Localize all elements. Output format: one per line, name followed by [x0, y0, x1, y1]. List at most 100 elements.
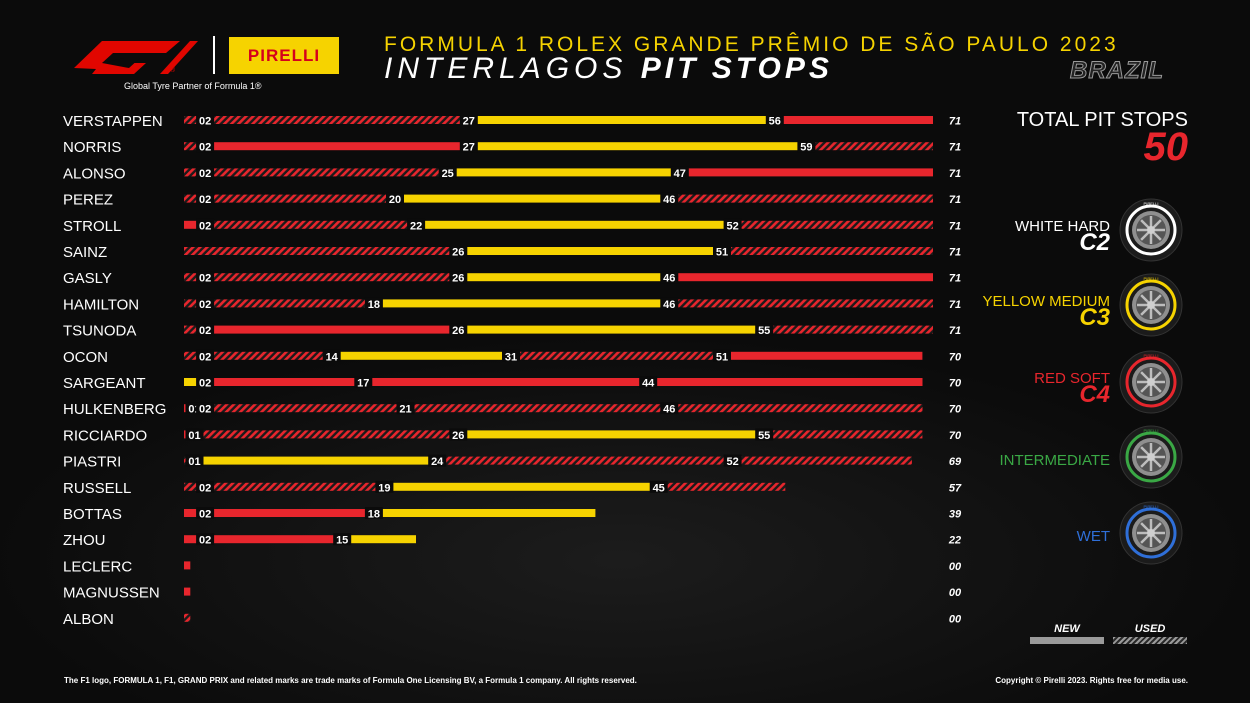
tyre-icon: PIRELLI [1119, 273, 1183, 337]
pit-lap-label-bg [185, 454, 204, 467]
total-laps-label: 71 [949, 299, 961, 311]
pit-lap-label-bg [639, 376, 658, 388]
stint-bar [722, 247, 933, 255]
pit-lap-label-bg [196, 533, 215, 546]
driver-row: LECLERC 00 [63, 558, 962, 575]
stint-bar [184, 142, 206, 151]
total-laps-label: 71 [949, 168, 961, 180]
stint-bar [342, 535, 416, 544]
stint-bar [184, 351, 206, 360]
partner-text: Global Tyre Partner of Formula 1® [124, 81, 262, 91]
pit-lap-label-bg [354, 376, 373, 388]
stint-bar [205, 273, 459, 282]
driver-name: NORRIS [63, 139, 121, 156]
pit-lap-label: 59 [800, 142, 812, 154]
driver-row: ZHOU 02 15 22 [63, 532, 961, 549]
stint-bar [184, 116, 206, 124]
pit-lap-label-bg [196, 402, 215, 415]
pit-lap-label-bg [196, 376, 215, 388]
pit-lap-label: 27 [463, 116, 475, 128]
compound-label: WHITE HARD [1015, 218, 1110, 235]
pit-lap-label: 47 [674, 168, 686, 180]
stint-bar [194, 456, 438, 465]
total-laps-label: 00 [949, 613, 962, 625]
pit-lap-label: 52 [726, 456, 738, 468]
pit-lap-label-bg [396, 402, 415, 415]
stint-bar [458, 430, 765, 439]
compound-label: YELLOW MEDIUM [982, 293, 1110, 310]
driver-row: RICCIARDO 01 26 55 70 [63, 427, 962, 444]
page-title: FORMULA 1 ROLEX GRANDE PRÊMIO DE SÃO PAU… [384, 33, 1119, 56]
stint-bar [184, 613, 191, 622]
tyre-icon: PIRELLI [1119, 350, 1183, 414]
driver-name: OCON [63, 349, 108, 366]
compound-code: C3 [1079, 304, 1110, 331]
stint-bar [184, 273, 206, 282]
pit-lap-label-bg [765, 114, 784, 126]
pit-lap-label: 02 [199, 404, 211, 416]
driver-name: ZHOU [63, 532, 106, 549]
pit-lap-label: 52 [726, 220, 738, 232]
total-pit-stops-value: 50 [1143, 125, 1189, 169]
pit-lap-label-bg [660, 271, 679, 284]
driver-row: SAINZ 26 51 71 [63, 244, 961, 261]
stint-bar [669, 194, 933, 203]
subtitle-bold: PIT STOPS [640, 52, 833, 85]
stint-bar [205, 220, 417, 229]
stint-bar [384, 482, 659, 491]
driver-row: VERSTAPPEN 02 27 56 71 [63, 113, 961, 130]
pit-lap-label: 18 [368, 299, 380, 311]
stint-bar [184, 194, 206, 203]
pit-lap-label-bg [723, 218, 742, 231]
total-laps-label: 71 [949, 142, 961, 154]
driver-name: ALONSO [63, 165, 126, 182]
stint-bar [184, 299, 206, 308]
tyre-icon: PIRELLI [1119, 501, 1183, 565]
pit-lap-label: 46 [663, 194, 675, 206]
pit-lap-label: 02 [199, 509, 211, 521]
stint-bar [732, 220, 933, 229]
pit-lap-label-bg [660, 192, 679, 205]
driver-name: LECLERC [63, 558, 132, 575]
pit-lap-label: 44 [642, 378, 655, 390]
driver-name: PEREZ [63, 192, 113, 209]
driver-row: ALONSO 02 25 47 71 [63, 165, 961, 182]
legend-new-swatch [1030, 637, 1104, 644]
stint-bar [458, 247, 722, 255]
pit-lap-label-bg [196, 192, 215, 205]
stint-bar [205, 378, 364, 386]
total-laps-label: 70 [949, 351, 962, 363]
stint-bar [468, 142, 807, 151]
total-laps-label: 22 [948, 535, 961, 547]
stint-bar [205, 509, 374, 517]
stint-bar [331, 351, 511, 360]
pit-lap-label-bg [459, 114, 478, 126]
stint-bar [194, 430, 459, 439]
pit-lap-label-bg [386, 192, 404, 205]
pit-lap-label: 01 [188, 430, 200, 442]
legend-new-label: NEW [1054, 623, 1080, 635]
stint-bar [764, 325, 933, 334]
pit-lap-label-bg [797, 140, 816, 153]
driver-name: RUSSELL [63, 480, 131, 497]
stint-bar [205, 404, 406, 413]
stint-bar [648, 378, 923, 386]
stint-bar [774, 116, 933, 124]
pit-lap-label: 02 [199, 535, 211, 547]
compound-label: INTERMEDIATE [999, 452, 1110, 469]
stint-bar [669, 404, 923, 413]
pirelli-logo: PIRELLI [229, 37, 339, 74]
stint-bar [205, 482, 385, 491]
svg-text:®: ® [170, 66, 176, 74]
pit-lap-label-bg [438, 166, 457, 179]
pit-lap-label: 17 [357, 378, 369, 390]
driver-name: GASLY [63, 270, 112, 287]
pit-lap-label: 46 [663, 299, 675, 311]
pit-lap-label: 46 [663, 273, 675, 285]
compound-label: RED SOFT [1034, 370, 1110, 387]
stint-bar [184, 378, 206, 386]
pit-lap-label: 01 [188, 456, 200, 468]
pit-lap-label: 21 [399, 404, 411, 416]
pit-lap-label-bg [670, 166, 689, 179]
stint-bar [205, 116, 469, 124]
